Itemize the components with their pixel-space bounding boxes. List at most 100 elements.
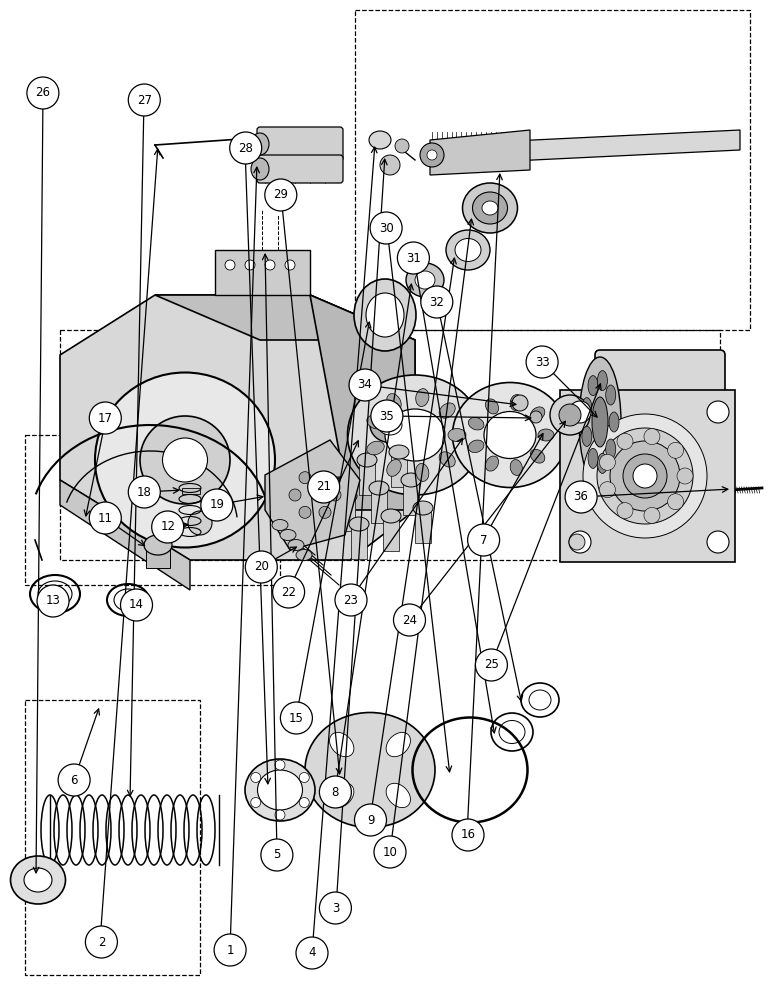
Text: 28: 28 bbox=[238, 141, 254, 154]
Circle shape bbox=[275, 760, 285, 770]
Polygon shape bbox=[310, 295, 415, 510]
Circle shape bbox=[319, 776, 352, 808]
Ellipse shape bbox=[463, 183, 517, 233]
Bar bbox=[327, 468, 343, 503]
Ellipse shape bbox=[245, 759, 315, 821]
Circle shape bbox=[128, 476, 161, 508]
Text: 11: 11 bbox=[98, 512, 113, 524]
Circle shape bbox=[299, 472, 311, 484]
Ellipse shape bbox=[485, 399, 498, 414]
Ellipse shape bbox=[348, 375, 483, 495]
Ellipse shape bbox=[538, 429, 554, 441]
Ellipse shape bbox=[288, 540, 304, 550]
Circle shape bbox=[397, 242, 430, 274]
Ellipse shape bbox=[597, 371, 608, 391]
Ellipse shape bbox=[367, 415, 385, 429]
Ellipse shape bbox=[378, 415, 402, 435]
Circle shape bbox=[128, 84, 161, 116]
Text: 3: 3 bbox=[332, 902, 339, 914]
Ellipse shape bbox=[296, 550, 312, 560]
Ellipse shape bbox=[251, 158, 269, 180]
Bar bbox=[339, 496, 355, 531]
Text: 33: 33 bbox=[535, 356, 549, 368]
Ellipse shape bbox=[330, 732, 354, 757]
Ellipse shape bbox=[579, 357, 621, 487]
Ellipse shape bbox=[482, 201, 498, 215]
Text: 16: 16 bbox=[460, 828, 476, 842]
Ellipse shape bbox=[485, 456, 498, 471]
Circle shape bbox=[300, 798, 309, 808]
Ellipse shape bbox=[452, 382, 568, 488]
Polygon shape bbox=[60, 480, 190, 590]
Circle shape bbox=[27, 77, 59, 109]
Circle shape bbox=[245, 260, 255, 270]
Circle shape bbox=[420, 286, 453, 318]
Text: 13: 13 bbox=[45, 594, 61, 607]
Ellipse shape bbox=[468, 440, 484, 453]
Bar bbox=[371, 488, 387, 523]
Ellipse shape bbox=[415, 271, 435, 289]
Circle shape bbox=[188, 511, 212, 535]
Circle shape bbox=[289, 489, 301, 501]
Circle shape bbox=[261, 839, 293, 871]
Circle shape bbox=[307, 471, 340, 503]
Circle shape bbox=[300, 772, 309, 782]
Polygon shape bbox=[60, 295, 415, 560]
Bar bbox=[60, 330, 720, 560]
Circle shape bbox=[319, 506, 331, 518]
Bar bbox=[415, 508, 431, 543]
Ellipse shape bbox=[510, 395, 523, 410]
Ellipse shape bbox=[406, 263, 444, 297]
Ellipse shape bbox=[530, 407, 544, 421]
Ellipse shape bbox=[386, 783, 410, 808]
Circle shape bbox=[280, 702, 313, 734]
Ellipse shape bbox=[95, 372, 275, 548]
Ellipse shape bbox=[325, 461, 345, 475]
Circle shape bbox=[668, 442, 683, 458]
Circle shape bbox=[229, 132, 262, 164]
Text: 2: 2 bbox=[98, 936, 105, 948]
Polygon shape bbox=[155, 295, 415, 340]
Text: 35: 35 bbox=[380, 410, 394, 422]
FancyBboxPatch shape bbox=[257, 155, 343, 183]
Ellipse shape bbox=[606, 385, 615, 405]
Text: 27: 27 bbox=[136, 94, 152, 106]
Ellipse shape bbox=[162, 438, 207, 482]
Ellipse shape bbox=[370, 408, 410, 442]
Text: 15: 15 bbox=[289, 712, 304, 724]
Ellipse shape bbox=[387, 459, 401, 476]
Circle shape bbox=[707, 401, 729, 423]
Circle shape bbox=[559, 404, 581, 426]
Bar bbox=[25, 435, 280, 585]
Ellipse shape bbox=[10, 856, 66, 904]
Text: 4: 4 bbox=[308, 946, 316, 960]
Circle shape bbox=[380, 155, 400, 175]
Text: 36: 36 bbox=[573, 490, 589, 504]
Circle shape bbox=[550, 395, 590, 435]
Text: 21: 21 bbox=[316, 481, 332, 493]
Bar bbox=[25, 700, 200, 975]
Circle shape bbox=[349, 369, 381, 401]
Circle shape bbox=[200, 489, 233, 521]
Bar bbox=[391, 452, 407, 487]
Ellipse shape bbox=[582, 398, 592, 418]
Ellipse shape bbox=[416, 463, 429, 481]
Ellipse shape bbox=[251, 133, 269, 155]
Polygon shape bbox=[430, 130, 530, 175]
Ellipse shape bbox=[24, 868, 52, 892]
Ellipse shape bbox=[369, 481, 389, 495]
Text: 20: 20 bbox=[254, 560, 269, 574]
Text: 34: 34 bbox=[357, 378, 373, 391]
Circle shape bbox=[565, 481, 597, 513]
Circle shape bbox=[644, 507, 660, 523]
Text: 6: 6 bbox=[70, 774, 78, 786]
Ellipse shape bbox=[588, 376, 598, 396]
Text: 31: 31 bbox=[406, 251, 421, 264]
Ellipse shape bbox=[510, 460, 523, 475]
Ellipse shape bbox=[387, 394, 401, 411]
Circle shape bbox=[668, 494, 683, 510]
Bar bbox=[403, 480, 419, 515]
Ellipse shape bbox=[349, 517, 369, 531]
Circle shape bbox=[623, 454, 667, 498]
Circle shape bbox=[569, 531, 591, 553]
